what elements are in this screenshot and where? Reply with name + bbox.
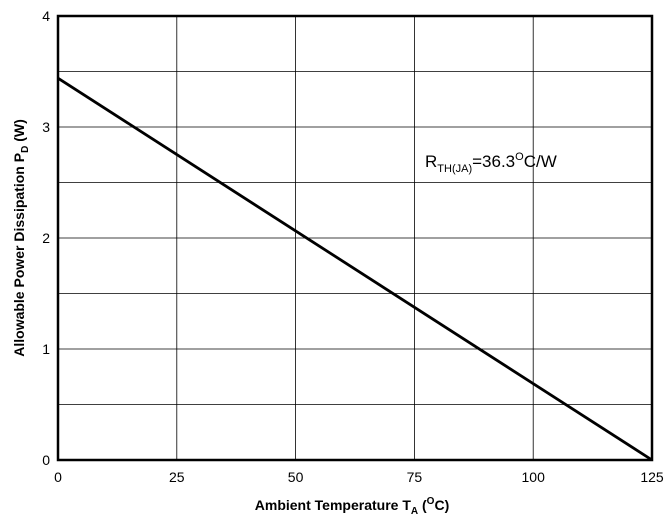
y-tick-label: 3	[42, 119, 50, 135]
y-tick-label: 1	[42, 341, 50, 357]
x-tick-label: 75	[407, 469, 423, 485]
series-group	[58, 78, 652, 460]
annotation-subscript: TH(JA)	[437, 163, 472, 175]
x-axis-label-unit: C)	[434, 497, 449, 513]
y-axis-label-main: Allowable Power Dissipation P	[11, 153, 27, 357]
x-tick-label: 125	[640, 469, 664, 485]
annotation-value: =36.3	[472, 152, 515, 171]
x-axis-label: Ambient Temperature TA (OC)	[255, 496, 449, 516]
y-axis-label-unit: (W)	[11, 119, 27, 145]
thermal-resistance-annotation: RTH(JA)=36.3OC/W	[425, 151, 557, 175]
y-tick-label: 2	[42, 230, 50, 246]
grid-lines	[58, 16, 652, 460]
y-tick-labels: 0 1 2 3 4	[42, 8, 50, 468]
x-tick-label: 50	[288, 469, 304, 485]
y-axis-label-subscript: D	[20, 146, 31, 153]
annotation-unit: C/W	[524, 152, 557, 171]
derating-line	[58, 78, 652, 460]
x-tick-label: 0	[54, 469, 62, 485]
x-axis-label-main: Ambient Temperature T	[255, 497, 412, 513]
y-tick-label: 4	[42, 8, 50, 24]
x-axis-label-subscript: A	[411, 506, 418, 516]
x-tick-label: 25	[169, 469, 185, 485]
x-axis-label-open: (	[418, 497, 427, 513]
x-tick-labels: 0 25 50 75 100 125	[54, 469, 664, 485]
annotation-main: R	[425, 152, 437, 171]
y-tick-label: 0	[42, 452, 50, 468]
y-axis-label: Allowable Power Dissipation PD (W)	[11, 119, 31, 357]
x-tick-label: 100	[522, 469, 546, 485]
